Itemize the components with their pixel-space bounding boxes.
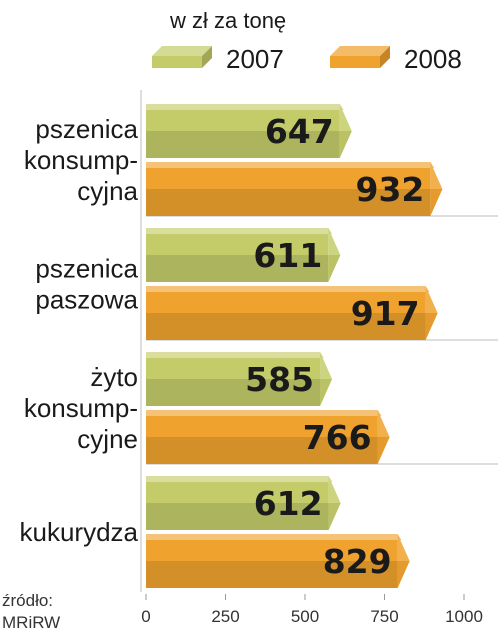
bar-end-cap-shade bbox=[320, 379, 333, 406]
category-labels: pszenicakonsump-cyjnapszenicapaszoważyto… bbox=[20, 114, 139, 547]
x-tick-label-750: 750 bbox=[370, 607, 398, 626]
bar-upper-face bbox=[146, 540, 398, 561]
category-label-line: konsump- bbox=[24, 145, 138, 175]
bar-upper-face bbox=[146, 110, 340, 131]
bar-top-face bbox=[146, 162, 435, 168]
bar-upper-face bbox=[146, 292, 426, 313]
bar-lower-face bbox=[146, 503, 329, 530]
bar-end-cap-shade bbox=[328, 503, 341, 530]
bar-top-face bbox=[146, 476, 333, 482]
legend: 2007 2008 bbox=[152, 44, 462, 74]
bar-lower-face bbox=[146, 189, 431, 216]
bar-upper-face bbox=[146, 168, 431, 189]
bar-upper-face bbox=[146, 482, 329, 503]
legend-swatch-side-2008 bbox=[380, 46, 390, 68]
bar-2007-3: 612 bbox=[146, 476, 341, 530]
bar-lower-face bbox=[146, 561, 398, 588]
bar-top-face bbox=[146, 410, 382, 416]
legend-swatch-top-2007 bbox=[152, 46, 212, 56]
category-label-line: paszowa bbox=[35, 285, 138, 315]
bar-top-face bbox=[146, 104, 344, 110]
bar-2008-3: 829 bbox=[146, 534, 410, 588]
bar-2008-1: 917 bbox=[146, 286, 438, 340]
bar-2007-0: 647 bbox=[146, 104, 352, 158]
category-label-line: pszenica bbox=[35, 254, 138, 284]
value-label-2007-2: 585 bbox=[245, 360, 314, 399]
source-line-1: źródło: bbox=[2, 591, 53, 610]
category-label-line: cyjna bbox=[77, 176, 138, 206]
bar-top-face bbox=[146, 352, 325, 358]
bar-end-cap-shade bbox=[425, 313, 438, 340]
bar-upper-face bbox=[146, 416, 378, 437]
x-tick-label-500: 500 bbox=[291, 607, 319, 626]
legend-swatch-side-2007 bbox=[202, 46, 212, 68]
bar-end-cap-shade bbox=[430, 189, 443, 216]
bar-top-face bbox=[146, 286, 430, 292]
legend-label-2008: 2008 bbox=[404, 44, 462, 74]
unit-label: w zł za tonę bbox=[169, 8, 286, 33]
bar-top-face bbox=[146, 228, 333, 234]
bar-end-cap-shade bbox=[377, 437, 390, 464]
category-label-line: konsump- bbox=[24, 393, 138, 423]
bar-end-cap-shade bbox=[328, 255, 341, 282]
value-label-2007-0: 647 bbox=[265, 112, 334, 151]
value-label-2008-0: 932 bbox=[355, 170, 424, 209]
bar-lower-face bbox=[146, 379, 321, 406]
bar-2008-2: 766 bbox=[146, 410, 390, 464]
bar-2007-2: 585 bbox=[146, 352, 333, 406]
bar-top-face bbox=[146, 534, 402, 540]
legend-swatch-top-2008 bbox=[330, 46, 390, 56]
value-label-2008-1: 917 bbox=[351, 294, 420, 333]
bar-end-cap-shade bbox=[339, 131, 352, 158]
value-label-2008-3: 829 bbox=[323, 542, 392, 581]
bar-lower-face bbox=[146, 255, 329, 282]
value-label-2007-1: 611 bbox=[253, 236, 322, 275]
bar-2007-1: 611 bbox=[146, 228, 341, 282]
category-label-line: pszenica bbox=[35, 114, 138, 144]
bar-lower-face bbox=[146, 313, 426, 340]
bar-upper-face bbox=[146, 358, 321, 379]
bar-2008-0: 932 bbox=[146, 162, 443, 216]
bar-lower-face bbox=[146, 437, 378, 464]
category-label-line: kukurydza bbox=[20, 517, 139, 547]
value-label-2007-3: 612 bbox=[254, 484, 323, 523]
category-label-line: żyto bbox=[90, 362, 138, 392]
category-label-line: cyjne bbox=[77, 424, 138, 454]
bar-end-cap-shade bbox=[397, 561, 410, 588]
legend-swatch-2008 bbox=[330, 56, 380, 68]
source-line-2: MRiRW bbox=[2, 613, 60, 632]
category-label-3: kukurydza bbox=[20, 517, 139, 547]
value-label-2008-2: 766 bbox=[303, 418, 372, 457]
legend-swatch-2007 bbox=[152, 56, 202, 68]
x-tick-label-250: 250 bbox=[211, 607, 239, 626]
legend-label-2007: 2007 bbox=[226, 44, 284, 74]
x-axis: 0 250 500 750 1000 bbox=[140, 90, 483, 626]
bar-upper-face bbox=[146, 234, 329, 255]
bar-lower-face bbox=[146, 131, 340, 158]
x-tick-label-0: 0 bbox=[141, 607, 150, 626]
x-tick-label-1000: 1000 bbox=[445, 607, 483, 626]
